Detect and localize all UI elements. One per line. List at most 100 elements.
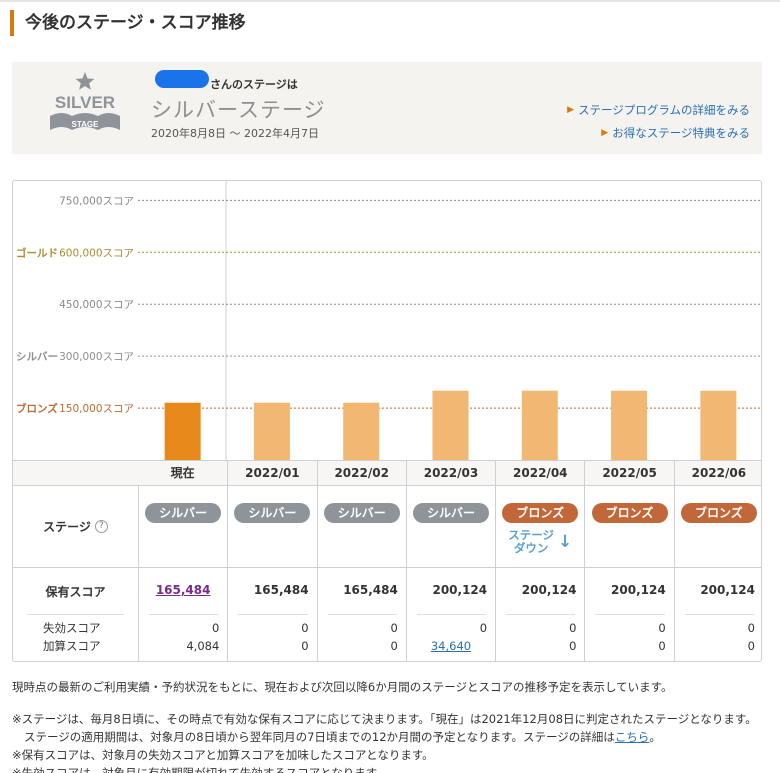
sub-label-cell: 失効スコア加算スコア bbox=[13, 614, 138, 661]
expired-value: 0 bbox=[479, 621, 488, 635]
y-stage-label: ブロンズ bbox=[16, 402, 58, 415]
expired-value: 0 bbox=[301, 621, 309, 635]
y-tick-label: 750,000スコア bbox=[59, 195, 134, 207]
top-divider bbox=[0, 0, 780, 2]
footnote-score: ※保有スコアは、対象月の失効スコアと加算スコアを加味したスコアとなります。 bbox=[12, 748, 434, 762]
svg-text:SILVER: SILVER bbox=[55, 93, 115, 112]
expired-value: 0 bbox=[569, 621, 577, 635]
expired-value: 0 bbox=[658, 621, 666, 635]
arrow-down-icon: ↓ bbox=[558, 531, 573, 552]
expired-value: 0 bbox=[747, 621, 755, 635]
stage-cell: シルバー bbox=[227, 486, 316, 567]
intro-note: 現時点の最新のご利用実績・予約状況をもとに、現在および次回以降6か月間のステージ… bbox=[12, 680, 673, 694]
stage-pill: ブロンズ bbox=[680, 503, 757, 523]
score-cell: 200,124 bbox=[584, 568, 673, 614]
month-label: 現在 bbox=[170, 466, 195, 480]
added-score-link[interactable]: 34,640 bbox=[430, 639, 472, 653]
stage-label-cell: ステージ? bbox=[13, 486, 138, 567]
score-value: 165,484 bbox=[253, 583, 309, 597]
user-stage-caption: さんのステージは bbox=[210, 78, 298, 91]
help-circle-icon[interactable]: ? bbox=[94, 520, 108, 533]
added-value: 0 bbox=[390, 639, 398, 653]
row-divider bbox=[238, 614, 308, 615]
added-value: 0 bbox=[569, 639, 577, 653]
bar-2022/06 bbox=[700, 390, 737, 460]
row-divider bbox=[27, 614, 124, 615]
current-stage-name: シルバーステージ bbox=[151, 98, 326, 122]
y-stage-label: シルバー bbox=[16, 351, 58, 363]
footnote-expired: ※失効スコアは、対象月に有効期限が切れて失効するスコアとなります。 bbox=[12, 766, 388, 773]
stage-pill: シルバー bbox=[234, 503, 311, 523]
added-value: 0 bbox=[301, 639, 309, 653]
added-value: 34,640 bbox=[407, 638, 495, 654]
stage-cell: シルバー bbox=[405, 486, 495, 567]
score-value: 200,124 bbox=[521, 583, 577, 597]
score-label-cell: 保有スコア bbox=[13, 568, 138, 614]
score-cell: 165,484 bbox=[316, 568, 406, 614]
row-divider bbox=[416, 614, 487, 615]
bar-2022/05 bbox=[611, 390, 648, 460]
stage-down-text: ステージ ダウン bbox=[508, 528, 555, 555]
month-label: 2022/02 bbox=[334, 466, 389, 480]
sub-cell: 0 4,084 bbox=[138, 614, 227, 661]
row-divider bbox=[327, 614, 397, 615]
section-title: 今後のステージ・スコア推移 bbox=[10, 10, 246, 36]
month-label: 2022/03 bbox=[423, 466, 479, 480]
stage-row: ステージ? シルバー シルバー シルバー シルバー ブロンズ ステージ ダウン ↓ ブロンズ ブロン… bbox=[13, 486, 761, 568]
current-score-link[interactable]: 165,484 bbox=[155, 583, 211, 597]
score-cell: 200,124 bbox=[673, 568, 761, 614]
expired-value: 0 bbox=[211, 621, 220, 635]
stage-program-detail-link[interactable]: ▶ ステージプログラムの詳細をみる bbox=[567, 103, 750, 117]
score-cell: 165,484 bbox=[227, 568, 316, 614]
header-label-cell bbox=[13, 461, 138, 485]
stage-cell: シルバー bbox=[316, 486, 406, 567]
month-header: 2022/06 bbox=[673, 461, 761, 485]
added-value: 0 bbox=[747, 639, 755, 653]
score-cell: 200,124 bbox=[405, 568, 495, 614]
stage-cell: ブロンズ bbox=[673, 486, 761, 567]
month-header: 2022/03 bbox=[405, 461, 495, 485]
stage-cell: シルバー bbox=[138, 486, 227, 567]
month-label: 2022/05 bbox=[602, 466, 657, 480]
month-header: 2022/05 bbox=[584, 461, 673, 485]
bar-2022/02 bbox=[343, 402, 380, 460]
expired-row-label: 失効スコア bbox=[43, 621, 101, 635]
current-stage-panel: SILVER STAGE さんのステージは シルバーステージ 2020年8月8日… bbox=[12, 62, 762, 154]
stage-pill: シルバー bbox=[323, 503, 400, 523]
row-divider bbox=[595, 614, 665, 615]
bar-現在 bbox=[164, 402, 201, 460]
month-header: 2022/01 bbox=[227, 461, 316, 485]
triangle-right-icon: ▶ bbox=[567, 105, 575, 115]
stage-pill: シルバー bbox=[145, 503, 222, 523]
score-value: 200,124 bbox=[432, 583, 488, 597]
stage-score-table: 750,000スコア 600,000スコア ゴールド 450,000スコア 300,00… bbox=[12, 180, 762, 662]
stage-cell: ブロンズ bbox=[584, 486, 673, 567]
row-divider bbox=[506, 614, 576, 615]
footnote-stage: ※ステージは、毎月8日頃に、その時点で有効な保有スコアに応じて決まります。「現在… bbox=[12, 712, 757, 744]
month-header: 2022/04 bbox=[495, 461, 584, 485]
y-tick-label: 450,000スコア bbox=[59, 299, 134, 311]
y-tick-label: 600,000スコア bbox=[59, 247, 134, 259]
stage-pill: ブロンズ bbox=[502, 503, 579, 523]
svg-text:STAGE: STAGE bbox=[72, 120, 100, 129]
expired-value: 0 bbox=[390, 621, 398, 635]
stage-pill: シルバー bbox=[412, 503, 489, 523]
added-value: 4,084 bbox=[186, 639, 220, 653]
bar-2022/03 bbox=[432, 390, 469, 460]
score-row: 保有スコア 165,484 165,484 165,484 200,124 200,124… bbox=[13, 568, 761, 614]
stage-detail-link[interactable]: こちら bbox=[614, 730, 650, 744]
row-divider bbox=[684, 614, 754, 615]
added-row-label: 加算スコア bbox=[43, 639, 101, 653]
stage-benefits-link[interactable]: ▶ お得なステージ特典をみる bbox=[601, 126, 750, 140]
score-cell: 200,124 bbox=[495, 568, 584, 614]
triangle-right-icon: ▶ bbox=[601, 128, 609, 138]
y-tick-label: 150,000スコア bbox=[59, 403, 134, 415]
score-row-label: 保有スコア bbox=[45, 584, 106, 599]
row-divider bbox=[149, 614, 219, 615]
current-stage-period: 2020年8月8日 ～ 2022年4月7日 bbox=[151, 127, 319, 140]
